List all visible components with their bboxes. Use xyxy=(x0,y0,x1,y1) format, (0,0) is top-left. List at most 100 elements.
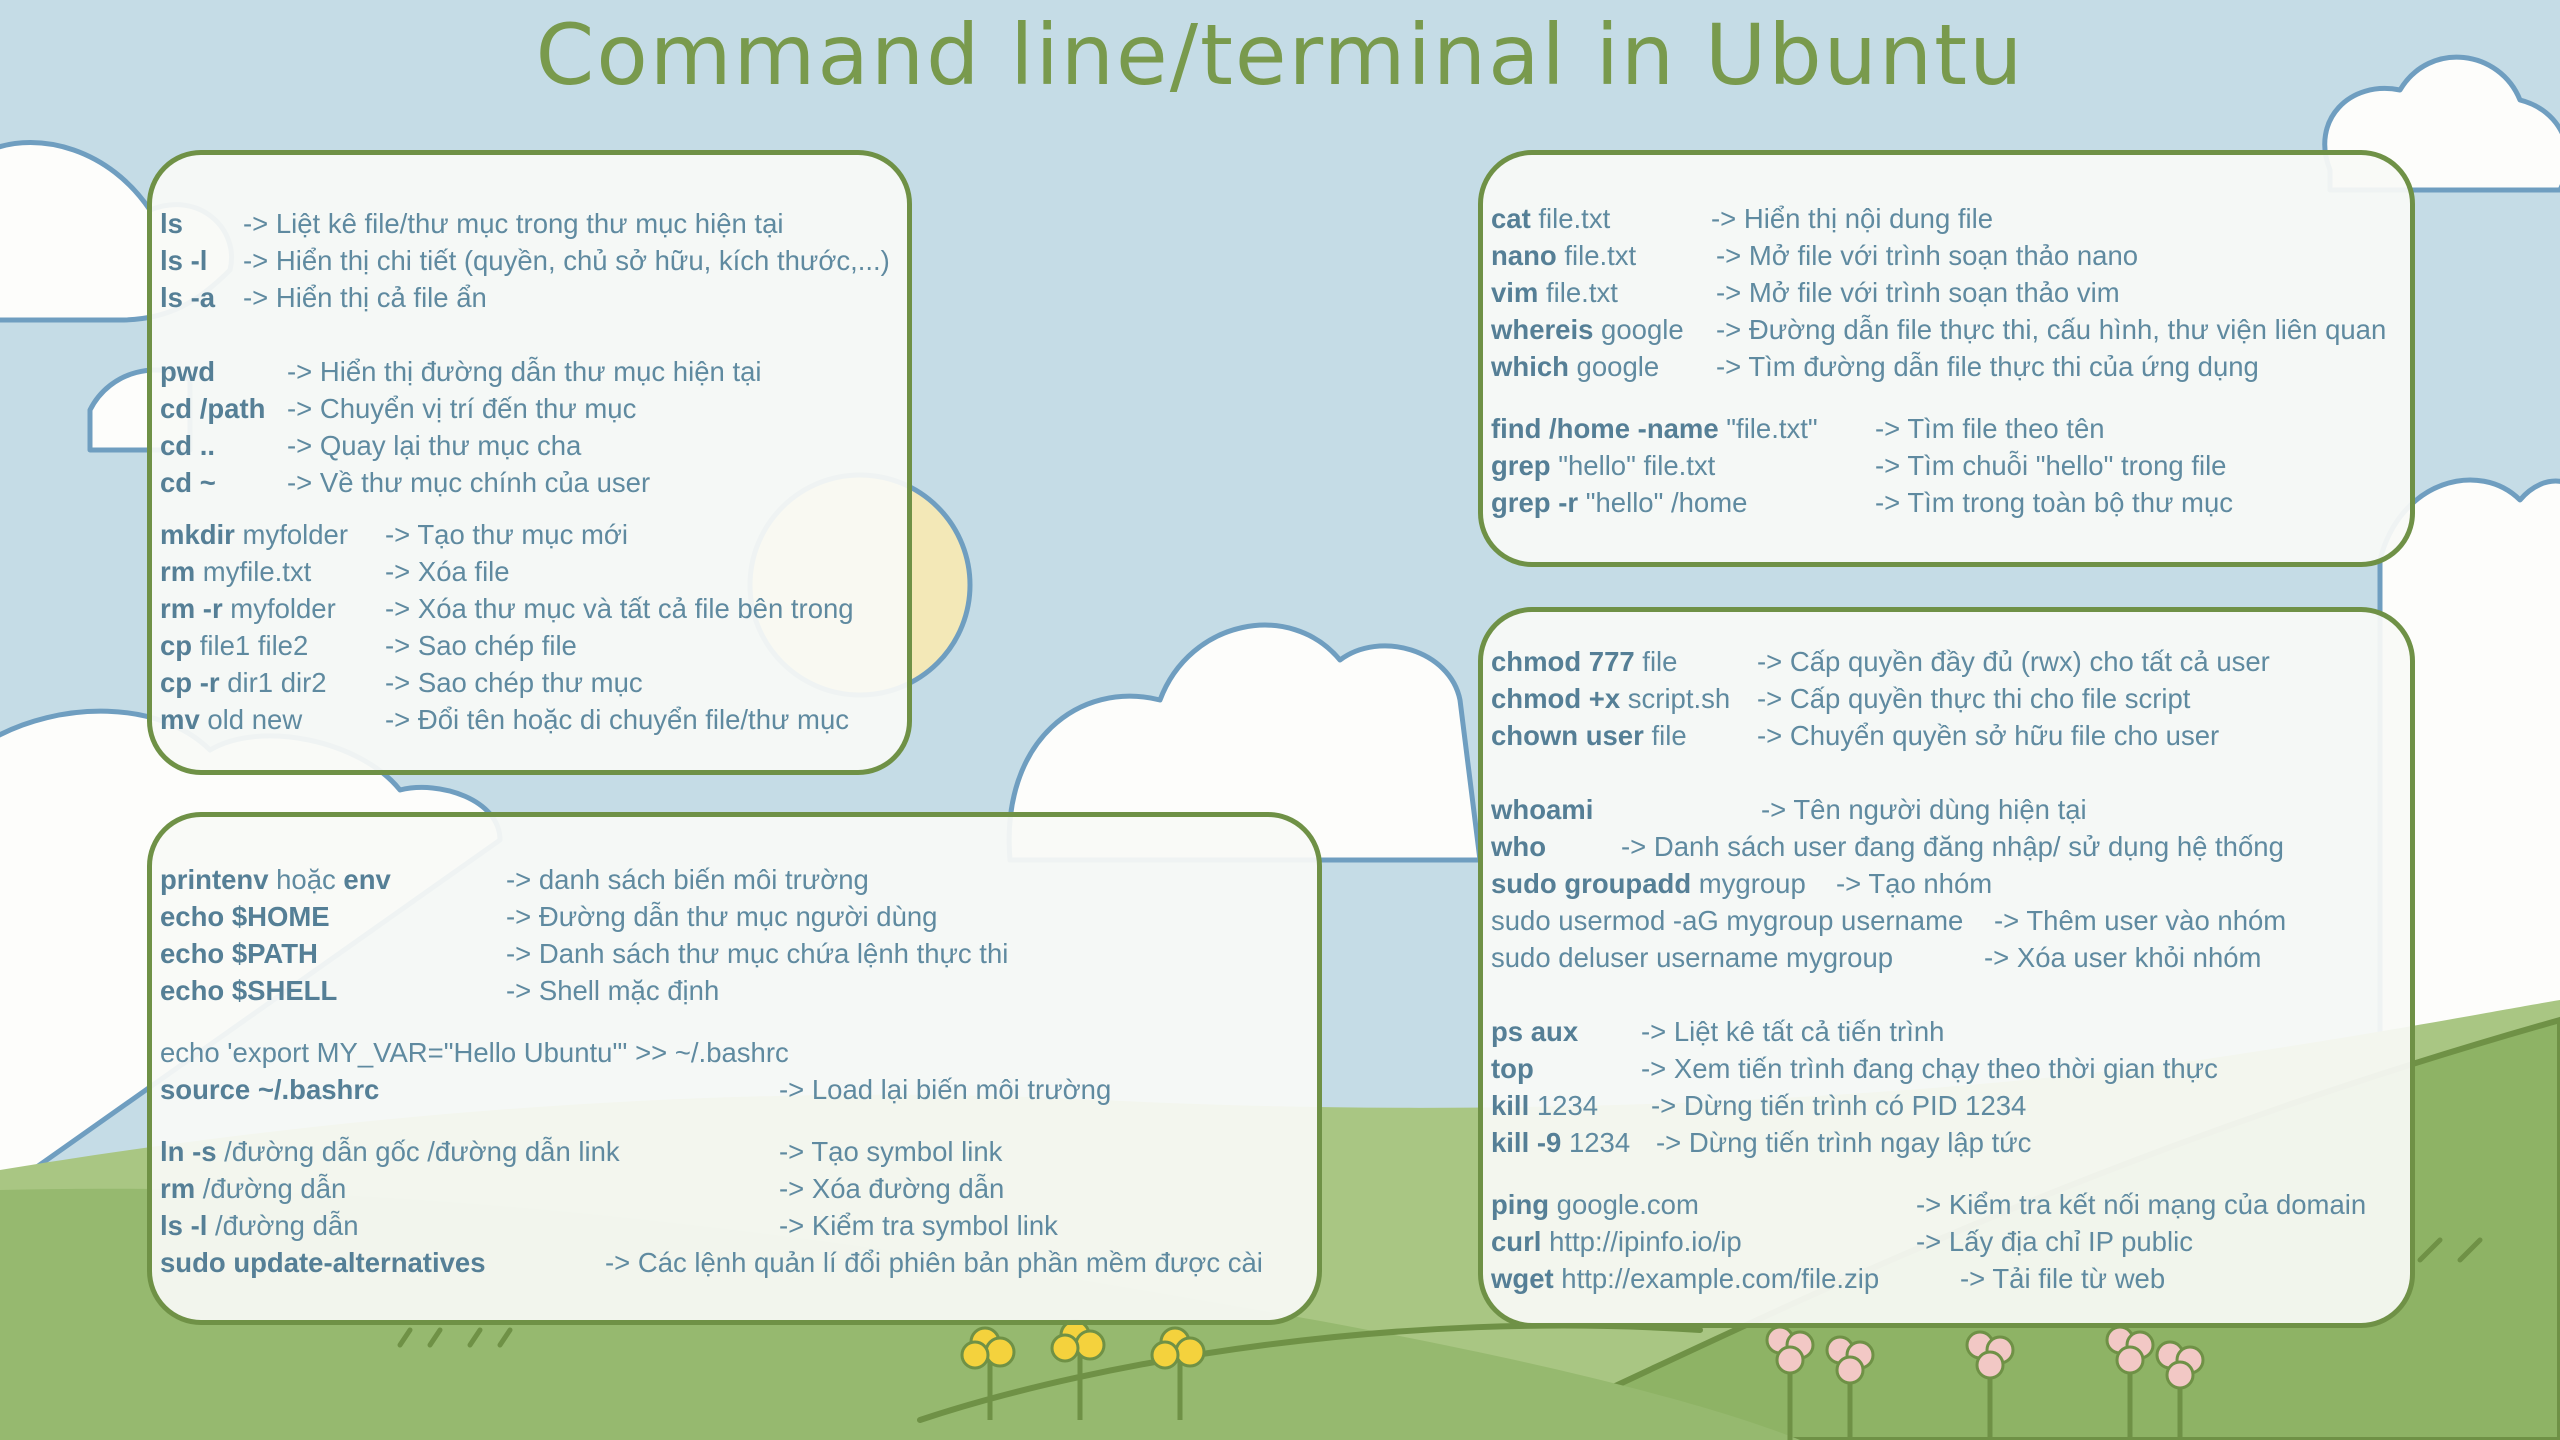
command-argument: google xyxy=(1593,314,1684,345)
command-argument: google.com xyxy=(1549,1189,1699,1220)
command-name: wget xyxy=(1491,1263,1554,1294)
command-row: ls -l /đường dẫn -> Kiểm tra symbol link xyxy=(160,1209,1058,1243)
pink-flowers xyxy=(1765,1325,2205,1440)
command-argument: sudo usermod -aG mygroup username xyxy=(1491,905,1964,936)
command-description: -> Xóa file xyxy=(385,556,510,587)
card-env-link-commands: printenv hoặc env -> danh sách biến môi t… xyxy=(147,812,1322,1325)
command-description: -> Dừng tiến trình ngay lập tức xyxy=(1656,1127,2032,1158)
command-name: ls -l xyxy=(160,245,208,276)
command-name: nano xyxy=(1491,240,1557,271)
command-description: -> Liệt kê file/thư mục trong thư mục hi… xyxy=(243,208,784,239)
command-row: rm /đường dẫn -> Xóa đường dẫn xyxy=(160,1172,1004,1206)
command-description: -> Tạo thư mục mới xyxy=(385,519,629,550)
command-description: -> Dừng tiến trình có PID 1234 xyxy=(1651,1090,2027,1121)
command-argument: myfile.txt xyxy=(195,556,312,587)
command-argument: file xyxy=(1634,646,1678,677)
command-name: cd /path xyxy=(160,393,266,424)
command-row: cp file1 file2 -> Sao chép file xyxy=(160,629,577,663)
command-description: -> Tìm file theo tên xyxy=(1875,413,2105,444)
command-row: cat file.txt -> Hiển thị nội dung file xyxy=(1491,202,1993,236)
command-name: echo $HOME xyxy=(160,901,330,932)
command-row: ls -> Liệt kê file/thư mục trong thư mục … xyxy=(160,207,783,241)
yellow-flowers xyxy=(960,1319,1206,1420)
command-row: cd .. -> Quay lại thư mục cha xyxy=(160,429,581,463)
command-name: cat xyxy=(1491,203,1531,234)
command-description: -> Xóa thư mục và tất cả file bên trong xyxy=(385,593,854,624)
command-name: whoami xyxy=(1491,794,1594,825)
command-row: find /home -name "file.txt" -> Tìm file t… xyxy=(1491,412,2105,446)
command-name: cd ~ xyxy=(160,467,216,498)
command-argument: myfolder xyxy=(234,519,348,550)
command-row: vim file.txt -> Mở file với trình soạn th… xyxy=(1491,276,2120,310)
command-row: chmod +x script.sh -> Cấp quyền thực thi … xyxy=(1491,682,2190,716)
command-row: echo 'export MY_VAR="Hello Ubuntu"' >> ~… xyxy=(160,1036,789,1070)
command-description: -> Tìm đường dẫn file thực thi của ứng d… xyxy=(1716,351,2259,382)
command-name: chown user xyxy=(1491,720,1644,751)
command-description: -> Tên người dùng hiện tại xyxy=(1761,794,2087,825)
command-description: -> Danh sách user đang đăng nhập/ sử dụn… xyxy=(1621,831,2284,862)
command-row: sudo deluser username mygroup -> Xóa user… xyxy=(1491,941,2261,975)
command-description: -> Hiển thị đường dẫn thư mục hiện tại xyxy=(287,356,762,387)
command-description: -> Sao chép thư mục xyxy=(385,667,643,698)
command-argument: echo 'export MY_VAR="Hello Ubuntu"' >> ~… xyxy=(160,1037,789,1068)
command-description: -> Chuyển quyền sở hữu file cho user xyxy=(1757,720,2220,751)
command-row: rm myfile.txt -> Xóa file xyxy=(160,555,510,589)
command-description: -> Tạo symbol link xyxy=(779,1136,1003,1167)
command-argument: file.txt xyxy=(1538,277,1618,308)
command-row: who -> Danh sách user đang đăng nhập/ sử … xyxy=(1491,830,2284,864)
cloud-middle xyxy=(1006,622,1483,863)
command-description: -> Đường dẫn file thực thi, cấu hình, th… xyxy=(1716,314,2387,345)
command-row: ps aux -> Liệt kê tất cả tiến trình xyxy=(1491,1015,1944,1049)
command-description: -> Hiển thị cả file ẩn xyxy=(243,282,487,313)
command-description: -> Lấy địa chỉ IP public xyxy=(1916,1226,2193,1257)
command-row: echo $PATH -> Danh sách thư mục chứa lệnh… xyxy=(160,937,1008,971)
command-row: grep -r "hello" /home -> Tìm trong toàn b… xyxy=(1491,486,2233,520)
command-description: -> Tạo nhóm xyxy=(1836,868,1993,899)
command-argument: file1 file2 xyxy=(192,630,309,661)
command-row: mkdir myfolder -> Tạo thư mục mới xyxy=(160,518,628,552)
command-argument: sudo deluser username mygroup xyxy=(1491,942,1894,973)
command-name: echo $PATH xyxy=(160,938,318,969)
command-argument: "hello" file.txt xyxy=(1550,450,1716,481)
command-row: whereis google -> Đường dẫn file thực thi… xyxy=(1491,313,2386,347)
command-argument: /đường dẫn xyxy=(207,1210,359,1241)
command-argument: script.sh xyxy=(1620,683,1731,714)
command-name: mv xyxy=(160,704,200,735)
command-name: mkdir xyxy=(160,519,235,550)
command-argument: file xyxy=(1643,720,1687,751)
command-description: -> Cấp quyền đầy đủ (rwx) cho tất cả use… xyxy=(1757,646,2270,677)
command-argument: hoặc xyxy=(268,864,344,895)
command-name: ln -s xyxy=(160,1136,217,1167)
command-row: echo $SHELL -> Shell mặc định xyxy=(160,974,719,1008)
command-description: -> Xóa đường dẫn xyxy=(779,1173,1005,1204)
command-row: source ~/.bashrc -> Load lại biến môi trư… xyxy=(160,1073,1111,1107)
command-description: -> Cấp quyền thực thi cho file script xyxy=(1757,683,2191,714)
command-name: kill xyxy=(1491,1090,1530,1121)
command-description: -> Tải file từ web xyxy=(1960,1263,2166,1294)
command-name: whereis xyxy=(1491,314,1594,345)
command-name: grep -r xyxy=(1491,487,1579,518)
command-name: printenv xyxy=(160,864,269,895)
command-argument: /đường dẫn gốc /đường dẫn link xyxy=(216,1136,620,1167)
command-description: -> Chuyển vị trí đến thư mục xyxy=(287,393,637,424)
command-row: which google -> Tìm đường dẫn file thực t… xyxy=(1491,350,2259,384)
command-row: cd /path -> Chuyển vị trí đến thư mục xyxy=(160,392,636,426)
command-description: -> Mở file với trình soạn thảo vim xyxy=(1716,277,2120,308)
command-name: who xyxy=(1491,831,1546,862)
command-description: -> Thêm user vào nhóm xyxy=(1994,905,2287,936)
command-name: echo $SHELL xyxy=(160,975,338,1006)
command-name: ls -l xyxy=(160,1210,208,1241)
command-name: which xyxy=(1491,351,1569,382)
command-name: top xyxy=(1491,1053,1534,1084)
command-description: -> Danh sách thư mục chứa lệnh thực thi xyxy=(506,938,1009,969)
command-description: -> Xem tiến trình đang chạy theo thời gi… xyxy=(1641,1053,2218,1084)
command-name: chmod 777 xyxy=(1491,646,1635,677)
command-row: ls -l -> Hiển thị chi tiết (quyền, chủ sở… xyxy=(160,244,890,278)
command-row: whoami -> Tên người dùng hiện tại xyxy=(1491,793,2087,827)
command-name: sudo update-alternatives xyxy=(160,1247,486,1278)
command-name: cd .. xyxy=(160,430,216,461)
command-argument: "file.txt" xyxy=(1718,413,1818,444)
command-row: chmod 777 file -> Cấp quyền đầy đủ (rwx) … xyxy=(1491,645,2270,679)
command-argument: old new xyxy=(199,704,303,735)
command-row: cd ~ -> Về thư mục chính của user xyxy=(160,466,650,500)
